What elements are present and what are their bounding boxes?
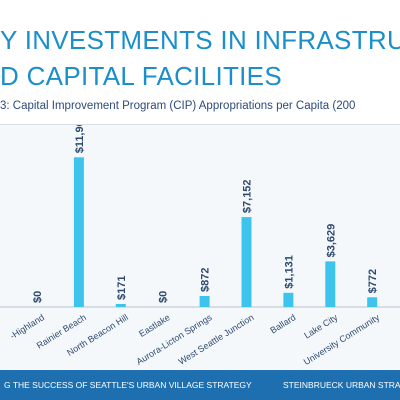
title-line-2: D CAPITAL FACILITIES (0, 61, 282, 91)
data-label-5: $7,152 (242, 179, 254, 213)
category-label-4: Aurora-Licton Springs (135, 312, 215, 367)
data-label-7: $3,629 (325, 224, 337, 258)
bar-1 (73, 157, 84, 307)
footer-bar: G THE SUCCESS OF SEATTLE'S URBAN VILLAGE… (0, 370, 400, 400)
category-label-0: -Highland (8, 312, 46, 341)
bar-2 (115, 304, 126, 307)
data-label-0: $0 (32, 291, 44, 303)
data-label-2: $171 (116, 276, 128, 300)
category-label-3: Eastlake (137, 312, 172, 339)
data-label-1: $11,907 (74, 125, 86, 153)
bar-7 (325, 261, 336, 307)
data-label-8: $772 (367, 269, 379, 293)
category-label-7: Lake City (302, 312, 340, 341)
category-label-6: Ballard (268, 312, 297, 335)
data-label-3: $0 (158, 291, 170, 303)
chart-subtitle: 3: Capital Improvement Program (CIP) App… (0, 100, 356, 112)
bar-4 (199, 296, 210, 307)
data-label-4: $872 (200, 268, 212, 292)
category-label-5: West Seattle Junction (177, 312, 256, 367)
footer-right-text: STEINBRUECK URBAN STRATE (283, 380, 400, 390)
data-label-6: $1,131 (283, 255, 295, 289)
title-line-1: Y INVESTMENTS IN INFRASTRUCTU (0, 25, 400, 55)
bar-5 (241, 217, 252, 307)
footer-left-text: G THE SUCCESS OF SEATTLE'S URBAN VILLAGE… (4, 380, 252, 390)
bar-6 (283, 292, 294, 307)
category-label-8: University Community (302, 312, 382, 367)
bar-8 (367, 297, 378, 307)
bar-chart: $0 $11,907 $171 $0 $872 $7,152 $1,131 $3,629 $77… (0, 125, 400, 367)
chart-area: $0 $11,907 $171 $0 $872 $7,152 $1,131 $3,629 $77… (0, 124, 400, 369)
